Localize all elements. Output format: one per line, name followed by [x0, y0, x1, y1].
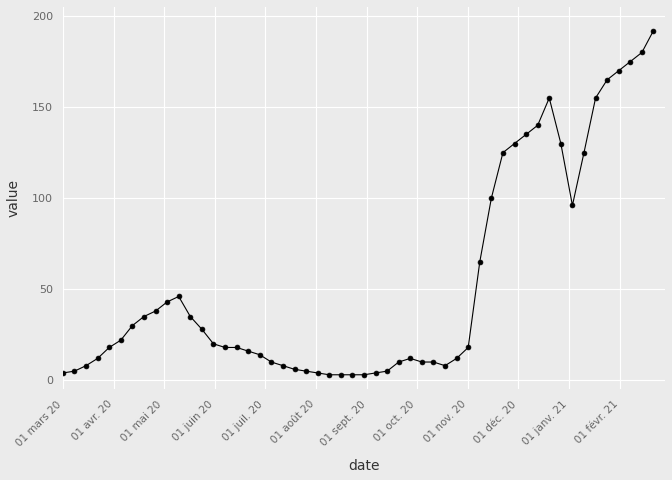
X-axis label: date: date: [348, 459, 380, 473]
Y-axis label: value: value: [7, 179, 21, 217]
